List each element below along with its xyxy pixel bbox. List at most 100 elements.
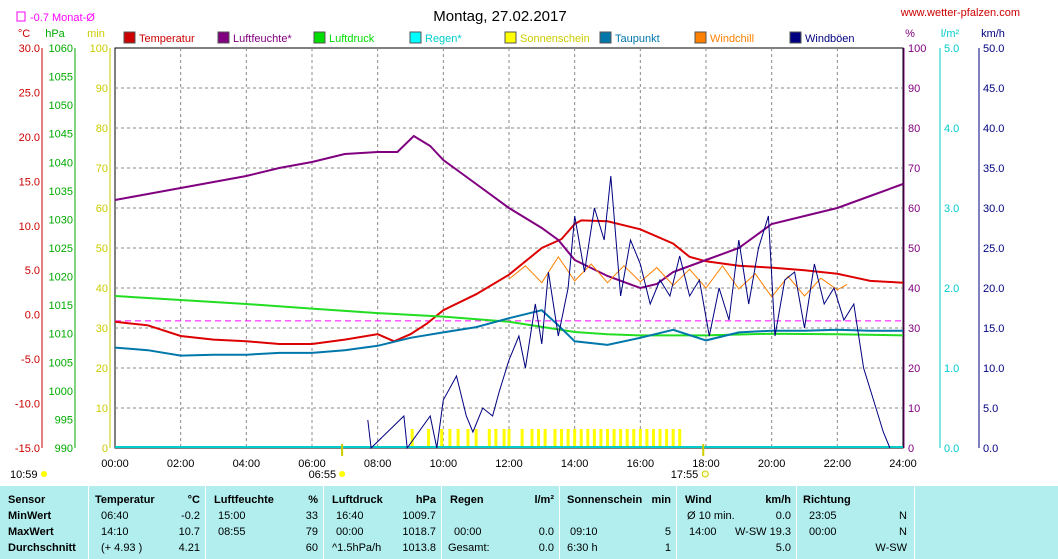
axis-tick-label-temp: -5.0 <box>21 354 40 366</box>
sunrise-label: 06:55 <box>309 469 337 481</box>
sunshine-bar <box>625 429 629 447</box>
axis-tick-label-wind: 10.0 <box>983 363 1004 375</box>
sunshine-bar <box>466 429 470 447</box>
axis-tick-label-rain: 4.0 <box>944 123 959 135</box>
stats-hum-max-value: 79 <box>305 526 318 538</box>
sunshine-bar <box>494 429 498 447</box>
axis-tick-label-pressure: 990 <box>55 443 73 455</box>
stats-pres-min-value: 1009.7 <box>402 510 436 522</box>
stats-header-temperatur: Temperatur <box>95 494 155 506</box>
stats-rain-total-label: Gesamt: <box>448 542 490 554</box>
axis-tick-label-rain: 2.0 <box>944 283 959 295</box>
first-light-label: 10:59 <box>10 469 38 481</box>
axis-tick-label-pressure: 1060 <box>49 43 73 55</box>
axis-tick-label-wind: 45.0 <box>983 83 1004 95</box>
axis-tick-label-wind: 0.0 <box>983 443 998 455</box>
stats-wind-min-value: 0.0 <box>775 510 791 522</box>
sunshine-bar <box>530 429 534 447</box>
x-tick-label: 10:00 <box>430 458 458 470</box>
x-tick-label: 12:00 <box>495 458 523 470</box>
sunshine-bar <box>599 429 603 447</box>
axis-tick-label-pressure: 1010 <box>49 329 73 341</box>
stats-col-wind: Wind km/h Ø 10 min. 0.0 14:00 W-SW 19.3 … <box>676 486 797 559</box>
stats-col-empty <box>914 486 1058 559</box>
sunshine-bar <box>665 429 669 447</box>
stats-pres-max-value: 1018.7 <box>402 526 436 538</box>
axis-tick-label-humidity: 0 <box>908 443 914 455</box>
axis-tick-label-humidity: 60 <box>908 203 920 215</box>
sunshine-bar <box>474 429 478 447</box>
stats-temp-max-time: 14:10 <box>101 526 129 538</box>
stats-temp-min-time: 06:40 <box>101 510 129 522</box>
axis-tick-label-temp: 15.0 <box>19 176 40 188</box>
legend-label: Temperatur <box>139 33 195 45</box>
stats-temp-min-value: -0.2 <box>181 510 200 522</box>
axis-tick-label-humidity: 90 <box>908 83 920 95</box>
sunshine-bar <box>678 429 682 447</box>
axis-tick-label-rain: 1.0 <box>944 363 959 375</box>
axis-tick-label-pressure: 1000 <box>49 386 73 398</box>
stats-col-temperatur: Temperatur °C 06:40 -0.2 14:10 10.7 (+ 4… <box>88 486 206 559</box>
sunshine-bar <box>448 429 452 447</box>
legend-swatch <box>313 31 326 44</box>
sunshine-bar <box>553 429 557 447</box>
axis-tick-label-humidity: 20 <box>908 363 920 375</box>
legend-label: Sonnenschein <box>520 33 590 45</box>
stats-pres-trend: ^1.5hPa/h <box>332 542 382 554</box>
axis-tick-label-minutes: 10 <box>96 403 108 415</box>
sunset-icon <box>701 470 709 478</box>
axis-tick-label-pressure: 1040 <box>49 157 73 169</box>
axis-tick-label-wind: 25.0 <box>983 243 1004 255</box>
axis-tick-label-wind: 40.0 <box>983 123 1004 135</box>
stats-header-luftdruck: Luftdruck <box>332 494 383 506</box>
axis-tick-label-temp: -15.0 <box>15 443 40 455</box>
axis-tick-label-rain: 3.0 <box>944 203 959 215</box>
sunshine-bar <box>507 429 511 447</box>
stats-hum-min-time: 15:00 <box>218 510 246 522</box>
axis-tick-label-humidity: 30 <box>908 323 920 335</box>
stats-label-max: MaxWert <box>8 526 54 538</box>
stats-sun-max-value: 5 <box>664 526 671 538</box>
sunrise-icon <box>339 471 346 477</box>
stats-dir-max-value: N <box>899 526 907 538</box>
stats-wind-avg-value: 5.0 <box>775 542 791 554</box>
sunshine-bar <box>606 429 609 447</box>
sunshine-bar <box>632 429 636 447</box>
monthly-average-icon <box>16 11 26 22</box>
unit-label-humidity: % <box>905 28 915 40</box>
stats-hum-avg-value: 60 <box>305 542 318 554</box>
unit-label-minutes: min <box>87 28 105 40</box>
axis-tick-label-humidity: 50 <box>908 243 920 255</box>
stats-header-luftfeuchte: Luftfeuchte <box>214 494 274 506</box>
x-tick-label: 00:00 <box>101 458 129 470</box>
stats-unit-sonnenschein: min <box>651 494 671 506</box>
stats-wind-max-value: W-SW 19.3 <box>734 526 791 538</box>
axis-tick-label-pressure: 995 <box>55 414 73 426</box>
unit-label-pressure: hPa <box>45 28 65 40</box>
sunshine-bar <box>440 429 444 447</box>
axis-tick-label-pressure: 1030 <box>49 214 73 226</box>
stats-dir-max-time: 00:00 <box>809 526 837 538</box>
site-url: www.wetter-pfalzen.com <box>900 7 1020 19</box>
stats-col-luftfeuchte: Luftfeuchte % 15:00 33 08:55 79 60 <box>205 486 324 559</box>
legend-label: Luftdruck <box>329 33 375 45</box>
x-tick-label: 06:00 <box>298 458 326 470</box>
stats-unit-luftfeuchte: % <box>308 494 318 506</box>
sunshine-bar <box>520 429 524 447</box>
series-line-luftfeuchte <box>114 134 904 290</box>
axis-tick-label-pressure: 1035 <box>49 186 73 198</box>
chart-title: Montag, 27.02.2017 <box>433 8 566 25</box>
axis-tick-label-wind: 15.0 <box>983 323 1004 335</box>
axis-tick-label-pressure: 1055 <box>49 72 73 84</box>
legend-label: Regen* <box>425 33 462 45</box>
stats-table: Sensor MinWert MaxWert Durchschnitt Temp… <box>0 486 1058 559</box>
stats-temp-trend: (+ 4.93 ) <box>101 542 143 554</box>
stats-col-sonnenschein: Sonnenschein min 09:10 5 6:30 h 1 <box>559 486 677 559</box>
x-tick-label: 22:00 <box>824 458 852 470</box>
axis-tick-label-humidity: 80 <box>908 123 920 135</box>
x-tick-label: 18:00 <box>692 458 720 470</box>
sunshine-bar <box>619 429 623 447</box>
stats-header-sensor: Sensor <box>8 494 46 506</box>
stats-sun-avg-value: 1 <box>664 542 671 554</box>
axis-tick-label-minutes: 100 <box>90 43 108 55</box>
